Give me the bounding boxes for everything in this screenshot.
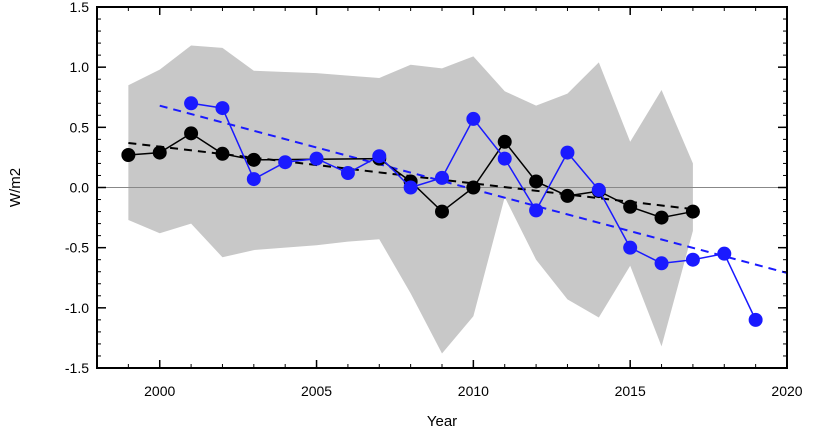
blue-point-2008 [403, 180, 418, 195]
x-axis-title: Year [427, 413, 457, 430]
blue-point-2004 [278, 155, 293, 170]
x-tick-label-2000: 2000 [144, 383, 175, 399]
blue-point-2016 [654, 256, 669, 271]
blue-point-2002 [215, 101, 230, 116]
blue-point-2001 [184, 96, 199, 111]
y-tick-label-1.0: 1.0 [70, 59, 90, 75]
black-point-2003 [246, 152, 261, 167]
black-point-2015 [623, 199, 638, 214]
black-point-2017 [685, 204, 700, 219]
blue-point-2003 [246, 172, 261, 187]
y-tick-label-0.5: 0.5 [70, 119, 90, 135]
blue-point-2014 [591, 182, 606, 197]
blue-point-2009 [435, 170, 449, 185]
blue-point-2012 [529, 203, 544, 218]
x-tick-label-2005: 2005 [301, 383, 332, 399]
blue-point-2011 [497, 151, 512, 166]
y-tick-label-0.0: 0.0 [70, 180, 90, 196]
confidence-band [128, 45, 693, 354]
blue-point-2007 [372, 149, 387, 164]
x-tick-label-2020: 2020 [771, 383, 802, 399]
black-series [121, 126, 700, 225]
blue-point-2015 [623, 240, 638, 255]
blue-series [184, 96, 763, 327]
blue-point-2017 [685, 252, 700, 267]
y-tick-label-1.5: 1.5 [70, 0, 90, 15]
black-point-1999 [121, 148, 136, 163]
black-point-2010 [466, 180, 481, 195]
x-tick-label-2010: 2010 [458, 383, 489, 399]
blue-point-2005 [309, 151, 324, 166]
x-tick-label-2015: 2015 [615, 383, 646, 399]
series-layer [121, 96, 763, 327]
black-point-2013 [560, 188, 575, 203]
confidence-band-layer [128, 45, 693, 354]
y-tick-label--1.5: -1.5 [65, 360, 89, 376]
black-point-2016 [654, 210, 669, 225]
black-point-2000 [152, 145, 167, 160]
blue-point-2006 [340, 166, 355, 181]
blue-point-2019 [748, 312, 763, 327]
y-axis-title: W/m2 [7, 168, 24, 207]
y-tick-label--0.5: -0.5 [65, 240, 89, 256]
blue-point-2018 [717, 246, 732, 261]
y-tick-label--1.0: -1.0 [65, 300, 89, 316]
ticks-layer: 2000 2005 2010 2015 2020 1.5 1.0 0.5 0.0 -0.5 -1.0… [65, 0, 803, 399]
black-point-2009 [435, 204, 449, 219]
black-point-2012 [529, 174, 544, 189]
black-point-2001 [184, 126, 199, 141]
black-point-2011 [497, 134, 512, 149]
blue-point-2010 [466, 111, 481, 126]
black-series-line [128, 132, 694, 219]
black-point-2002 [215, 146, 230, 161]
blue-point-2013 [560, 145, 575, 160]
